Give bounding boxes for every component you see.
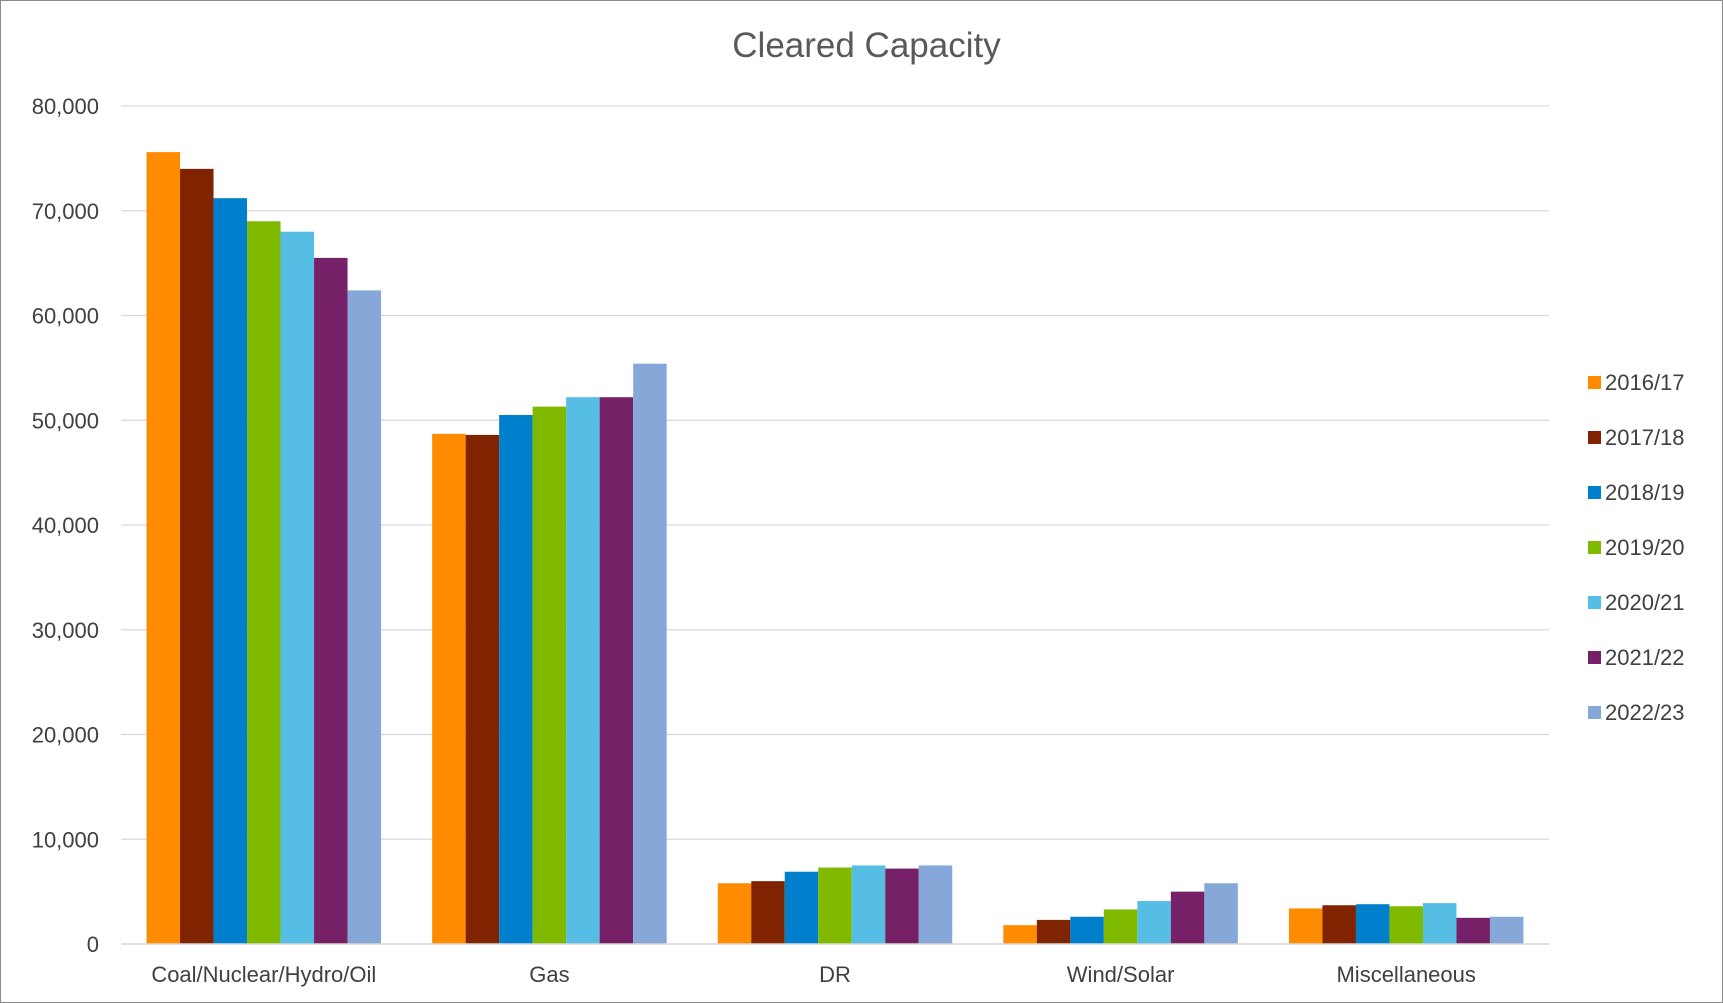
bar-2021-22 — [314, 257, 348, 944]
bar-2019-20 — [532, 406, 567, 944]
bar-2018-19 — [499, 415, 533, 944]
bar-2017-18 — [465, 434, 500, 944]
bar-2016-17 — [717, 883, 752, 944]
bar-2018-19 — [1355, 904, 1390, 944]
legend-item: 2016/17 — [1588, 355, 1718, 410]
chart-title: Cleared Capacity — [732, 26, 1001, 65]
bar-2022-23 — [633, 363, 667, 944]
legend-item: 2021/22 — [1588, 630, 1718, 685]
x-category-label: Coal/Nuclear/Hydro/Oil — [151, 962, 376, 987]
bar-2016-17 — [146, 152, 181, 945]
legend-item: 2017/18 — [1588, 410, 1718, 465]
legend-label: 2020/21 — [1605, 589, 1685, 615]
legend-label: 2016/17 — [1605, 369, 1685, 395]
bar-2022-23 — [347, 290, 382, 944]
y-tick-label: 30,000 — [32, 618, 99, 643]
y-tick-label: 70,000 — [32, 199, 99, 224]
bar-2019-20 — [247, 221, 281, 945]
bar-2017-18 — [1322, 905, 1356, 944]
legend-swatch — [1588, 376, 1601, 389]
legend-item: 2022/23 — [1588, 685, 1718, 740]
legend-label: 2021/22 — [1605, 644, 1685, 670]
legend-swatch — [1588, 486, 1601, 499]
bar-2017-18 — [751, 881, 785, 944]
y-tick-label: 50,000 — [32, 408, 99, 433]
legend-swatch — [1588, 596, 1601, 609]
bar-2019-20 — [1103, 909, 1138, 944]
legend-item: 2019/20 — [1588, 520, 1718, 575]
y-tick-label: 20,000 — [32, 723, 99, 748]
legend-swatch — [1588, 706, 1601, 719]
bar-2017-18 — [180, 168, 214, 945]
bar-2018-19 — [213, 198, 248, 944]
legend-swatch — [1588, 431, 1601, 444]
bar-2021-22 — [885, 868, 919, 944]
bar-2020-21 — [566, 397, 600, 945]
bar-2022-23 — [918, 865, 953, 944]
bar-2016-17 — [1288, 908, 1323, 944]
x-category-label: DR — [819, 962, 851, 987]
y-tick-label: 0 — [87, 932, 99, 957]
legend-label: 2019/20 — [1605, 534, 1685, 560]
bar-2016-17 — [432, 433, 466, 944]
legend-swatch — [1588, 541, 1601, 554]
y-tick-label: 60,000 — [32, 304, 99, 329]
y-tick-label: 40,000 — [32, 513, 99, 538]
bar-2021-22 — [1170, 891, 1205, 944]
bar-2021-22 — [1456, 917, 1490, 944]
x-category-label: Miscellaneous — [1336, 962, 1475, 987]
chart-legend: 2016/17 2017/18 2018/19 2019/20 2020/21 2021/… — [1588, 355, 1718, 740]
legend-label: 2018/19 — [1605, 479, 1685, 505]
legend-label: 2017/18 — [1605, 424, 1685, 450]
legend-swatch — [1588, 651, 1601, 664]
x-category-label: Gas — [529, 962, 569, 987]
bar-2016-17 — [1003, 925, 1037, 944]
x-category-label: Wind/Solar — [1067, 962, 1175, 987]
bar-2022-23 — [1489, 916, 1524, 944]
bar-2019-20 — [1389, 906, 1423, 944]
bar-2017-18 — [1036, 919, 1071, 944]
y-tick-label: 10,000 — [32, 827, 99, 852]
bar-2020-21 — [1422, 903, 1457, 944]
bar-2021-22 — [599, 397, 634, 945]
bar-2020-21 — [851, 865, 886, 944]
bar-2018-19 — [784, 871, 819, 944]
bar-2020-21 — [1137, 901, 1171, 944]
bar-2022-23 — [1204, 883, 1238, 944]
y-tick-label: 80,000 — [32, 94, 99, 119]
legend-label: 2022/23 — [1605, 699, 1685, 725]
bar-2018-19 — [1070, 916, 1104, 944]
bar-2020-21 — [280, 231, 315, 944]
bar-2019-20 — [818, 867, 852, 944]
legend-item: 2018/19 — [1588, 465, 1718, 520]
legend-item: 2020/21 — [1588, 575, 1718, 630]
